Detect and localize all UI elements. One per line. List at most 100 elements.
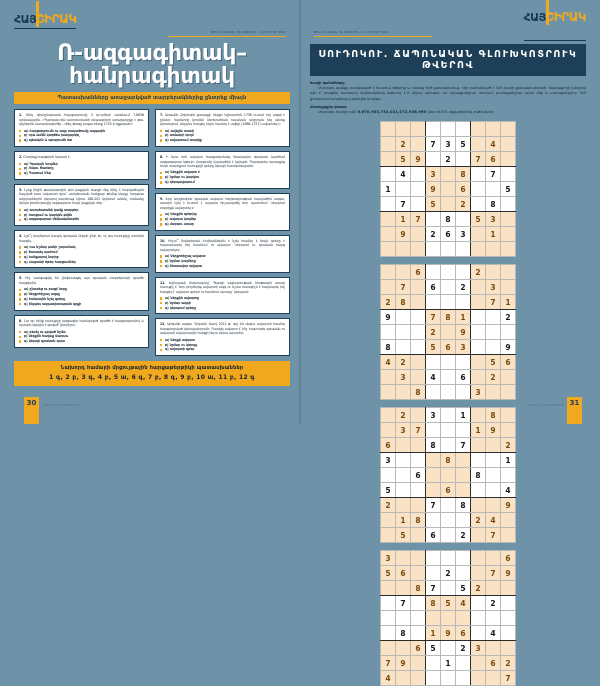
sudoku-cell-given[interactable]: 8 [470,467,486,483]
sudoku-cell-empty[interactable] [455,121,471,137]
sudoku-cell-given[interactable]: 7 [410,211,426,227]
sudoku-cell-empty[interactable] [425,565,441,581]
sudoku-cell-given[interactable]: 1 [380,181,396,197]
sudoku-cell-empty[interactable] [425,610,441,626]
sudoku-cell-empty[interactable] [500,527,516,543]
sudoku-cell-empty[interactable] [440,670,456,686]
sudoku-cell-empty[interactable] [380,640,396,656]
sudoku-cell-empty[interactable] [425,452,441,468]
sudoku-cell-given[interactable]: 5 [380,482,396,498]
quiz-option[interactable]: գ) ավարտում տարիք [160,138,285,143]
sudoku-cell-empty[interactable] [500,610,516,626]
sudoku-cell-given[interactable]: 1 [485,226,501,242]
sudoku-cell-given[interactable]: 6 [395,565,411,581]
sudoku-cell-empty[interactable] [440,369,456,385]
sudoku-cell-empty[interactable] [470,595,486,611]
quiz-option[interactable]: գ) պետևին և արարումն ետ [19,138,144,143]
sudoku-cell-empty[interactable] [485,640,501,656]
sudoku-cell-given[interactable]: 2 [380,294,396,310]
sudoku-cell-given[interactable]: 1 [470,422,486,438]
sudoku-cell-given[interactable]: 6 [485,655,501,671]
sudoku-cell-given[interactable]: 5 [470,211,486,227]
sudoku-cell-given[interactable]: 5 [455,136,471,152]
sudoku-cell-given[interactable]: 3 [395,369,411,385]
sudoku-cell-empty[interactable] [440,610,456,626]
sudoku-cell-given[interactable]: 6 [500,354,516,370]
sudoku-cell-empty[interactable] [440,497,456,513]
sudoku-cell-given[interactable]: 7 [470,151,486,167]
sudoku-cell-given[interactable]: 4 [380,670,396,686]
sudoku-cell-empty[interactable] [425,550,441,566]
sudoku-cell-given[interactable]: 2 [455,279,471,295]
sudoku-cell-given[interactable]: 1 [500,452,516,468]
sudoku-cell-empty[interactable] [380,241,396,257]
sudoku-cell-given[interactable]: 5 [425,640,441,656]
quiz-option[interactable]: գ) կերպում գրերը [160,306,285,311]
sudoku-cell-empty[interactable] [395,497,411,513]
sudoku-cell-empty[interactable] [500,226,516,242]
sudoku-cell-empty[interactable] [485,339,501,355]
sudoku-cell-given[interactable]: 8 [440,309,456,325]
sudoku-cell-given[interactable]: 8 [455,497,471,513]
sudoku-cell-empty[interactable] [410,294,426,310]
sudoku-cell-given[interactable]: 8 [485,407,501,423]
sudoku-cell-given[interactable]: 7 [395,279,411,295]
sudoku-cell-empty[interactable] [395,482,411,498]
sudoku-cell-empty[interactable] [470,655,486,671]
sudoku-cell-empty[interactable] [380,264,396,280]
sudoku-cell-given[interactable]: 8 [410,384,426,400]
sudoku-cell-empty[interactable] [440,324,456,340]
sudoku-cell-given[interactable]: 1 [395,512,411,528]
sudoku-cell-empty[interactable] [380,407,396,423]
sudoku-cell-empty[interactable] [470,497,486,513]
sudoku-cell-given[interactable]: 7 [485,166,501,182]
sudoku-cell-empty[interactable] [455,550,471,566]
sudoku-cell-empty[interactable] [395,640,411,656]
sudoku-cell-empty[interactable] [380,166,396,182]
sudoku-cell-empty[interactable] [380,121,396,137]
sudoku-cell-empty[interactable] [455,294,471,310]
sudoku-cell-given[interactable]: 5 [425,196,441,212]
sudoku-cell-empty[interactable] [470,241,486,257]
sudoku-cell-given[interactable]: 8 [425,437,441,453]
sudoku-cell-empty[interactable] [425,482,441,498]
sudoku-cell-empty[interactable] [485,181,501,197]
sudoku-cell-empty[interactable] [470,610,486,626]
sudoku-cell-empty[interactable] [470,136,486,152]
sudoku-cell-empty[interactable] [485,264,501,280]
quiz-option[interactable]: ա) Գրական Կողմեր [19,162,144,167]
sudoku-cell-empty[interactable] [425,670,441,686]
sudoku-cell-empty[interactable] [440,437,456,453]
sudoku-cell-given[interactable]: 5 [440,595,456,611]
sudoku-cell-given[interactable]: 4 [455,595,471,611]
sudoku-cell-empty[interactable] [470,279,486,295]
sudoku-cell-given[interactable]: 9 [455,324,471,340]
quiz-option[interactable]: բ) ծառայել պահում [19,250,144,255]
sudoku-cell-empty[interactable] [500,241,516,257]
sudoku-cell-empty[interactable] [470,625,486,641]
sudoku-cell-empty[interactable] [380,422,396,438]
sudoku-cell-empty[interactable] [470,527,486,543]
sudoku-cell-empty[interactable] [470,226,486,242]
sudoku-cell-given[interactable]: 7 [485,565,501,581]
sudoku-cell-empty[interactable] [410,166,426,182]
sudoku-cell-empty[interactable] [410,595,426,611]
sudoku-cell-given[interactable]: 6 [425,279,441,295]
sudoku-cell-empty[interactable] [410,136,426,152]
sudoku-cell-empty[interactable] [470,181,486,197]
sudoku-cell-empty[interactable] [380,595,396,611]
sudoku-cell-empty[interactable] [485,550,501,566]
sudoku-cell-empty[interactable] [395,467,411,483]
sudoku-cell-given[interactable]: 5 [395,151,411,167]
sudoku-cell-empty[interactable] [410,655,426,671]
sudoku-cell-given[interactable]: 7 [380,655,396,671]
sudoku-cell-empty[interactable] [500,595,516,611]
sudoku-cell-empty[interactable] [440,354,456,370]
sudoku-cell-empty[interactable] [395,241,411,257]
sudoku-cell-given[interactable]: 7 [485,294,501,310]
sudoku-cell-given[interactable]: 7 [425,309,441,325]
sudoku-cell-given[interactable]: 8 [455,166,471,182]
sudoku-cell-given[interactable]: 6 [410,467,426,483]
sudoku-cell-given[interactable]: 4 [485,512,501,528]
